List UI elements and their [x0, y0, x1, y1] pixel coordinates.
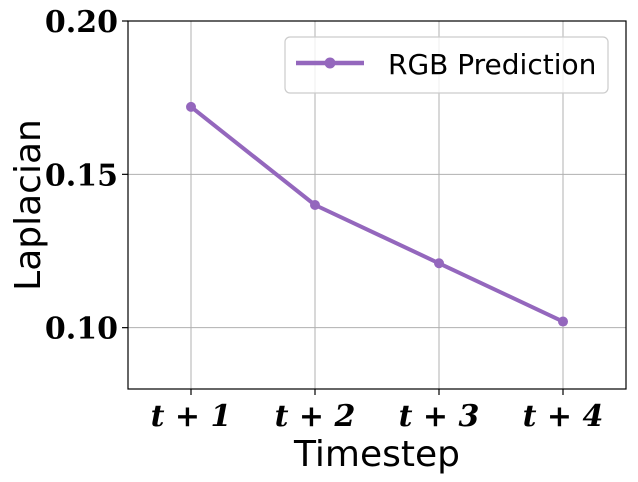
data-point: [434, 258, 444, 269]
legend-box: [284, 36, 609, 94]
series-layer: [186, 101, 568, 327]
series-line: [189, 105, 564, 324]
x-tick-label: t + 3: [399, 399, 480, 434]
tick-layer: t + 1 t + 2 t + 3 t + 4 0.10 0.15 0.20: [45, 5, 603, 434]
legend-marker: [324, 57, 336, 69]
legend-entry-rgb-prediction: RGB Prediction: [388, 48, 596, 81]
y-tick-label: 0.10: [45, 312, 118, 347]
plot-frame: [127, 20, 627, 390]
data-point: [186, 101, 196, 112]
legend: RGB Prediction: [284, 36, 609, 94]
x-tick-label: t + 2: [275, 399, 356, 434]
y-tick-label: 0.15: [45, 158, 118, 193]
data-point: [558, 316, 568, 327]
x-tick-label: t + 4: [523, 399, 604, 434]
x-axis-label: Timestep: [293, 434, 460, 475]
x-tick-label: t + 1: [151, 399, 232, 434]
y-axis-label: Laplacian: [8, 119, 49, 291]
data-point: [310, 200, 320, 210]
y-tick-label: 0.20: [45, 5, 118, 40]
